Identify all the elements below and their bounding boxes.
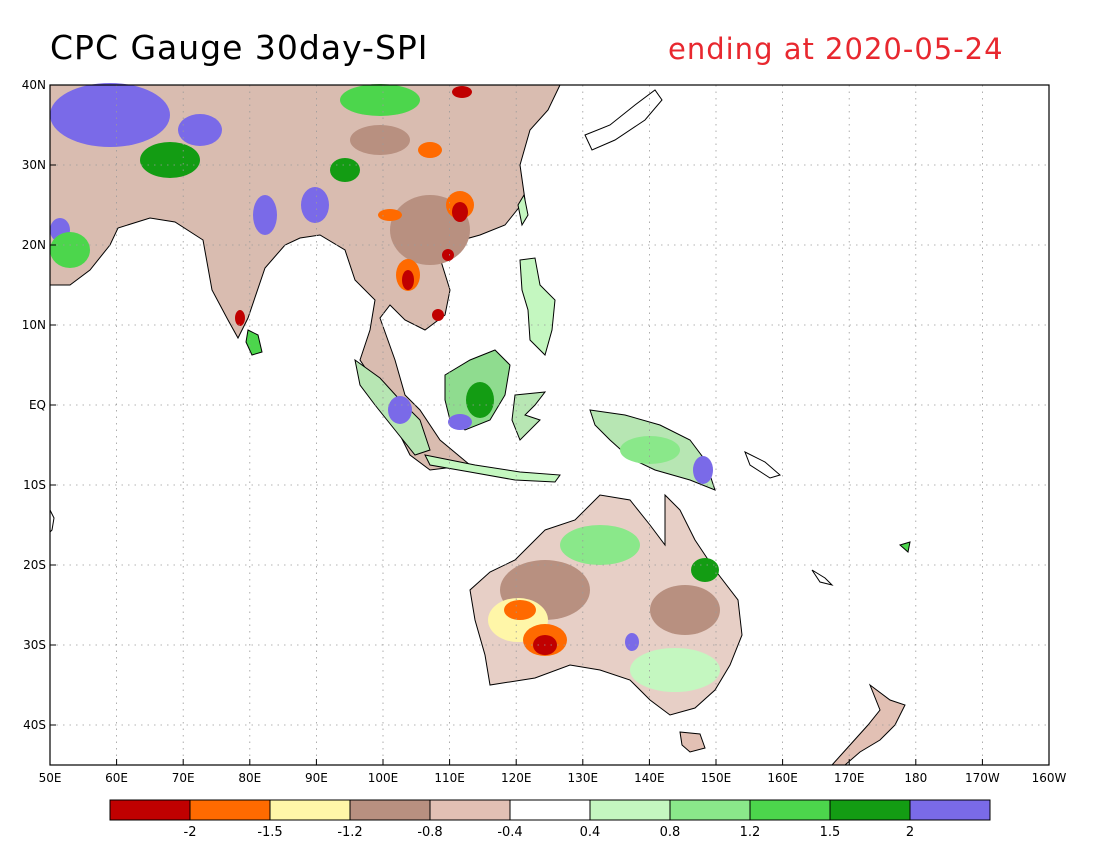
land-solomon: [744, 450, 782, 479]
longitude-tick-label: 140E: [634, 771, 665, 785]
colorbar-label: -0.8: [417, 825, 442, 840]
colorbar-swatch: [349, 799, 431, 821]
latitude-tick-label: 40S: [23, 718, 46, 732]
patch-dry: [350, 125, 410, 155]
colorbar: -2 -1.5 -1.2 -0.8 -0.4 0.4 0.8 1.2 1.5 2: [109, 799, 991, 840]
longitude-tick-label: 50E: [39, 771, 62, 785]
colorbar-label: 1.2: [740, 825, 761, 840]
patch-extreme-dry: [442, 249, 454, 261]
patch-dry: [650, 585, 720, 635]
map-frame: [49, 84, 1050, 766]
land-java: [424, 454, 561, 483]
patch-very-wet: [625, 633, 639, 651]
colorbar-swatch: [109, 799, 191, 821]
colorbar-swatch: [589, 799, 671, 821]
latitude-tick-label: 10S: [23, 478, 46, 492]
patch-extreme-dry: [235, 310, 245, 326]
patch-very-wet: [253, 195, 277, 235]
longitude-tick-label: 120E: [501, 771, 532, 785]
latitude-tick-label: EQ: [29, 398, 46, 412]
patch-very-wet: [448, 414, 472, 430]
colorbar-label: -0.4: [497, 825, 522, 840]
axis-ticks: 50E 60E 70E 80E 90E 100E 110E 120E 130E 140E 150E 1…: [22, 78, 1067, 785]
patch-very-wet: [178, 114, 222, 146]
patch-wet: [340, 84, 420, 116]
longitude-tick-label: 100E: [368, 771, 399, 785]
land-tasmania: [679, 731, 706, 753]
colorbar-swatch: [189, 799, 271, 821]
colorbar-swatch: [749, 799, 831, 821]
latitude-tick-label: 10N: [22, 318, 46, 332]
land-layer: [49, 84, 911, 766]
patch-wet: [330, 158, 360, 182]
patch-extreme-dry: [452, 202, 468, 222]
patch-very-dry: [378, 209, 402, 221]
longitude-tick-label: 170W: [965, 771, 1000, 785]
patch-very-wet: [693, 456, 713, 484]
patch-very-wet: [301, 187, 329, 223]
patch-extreme-dry: [432, 309, 444, 321]
colorbar-label: 0.4: [580, 825, 601, 840]
colorbar-swatch: [509, 799, 591, 821]
latitude-tick-label: 40N: [22, 78, 46, 92]
longitude-tick-label: 110E: [434, 771, 465, 785]
longitude-tick-label: 90E: [305, 771, 328, 785]
patch-very-wet: [50, 83, 170, 147]
longitude-tick-label: 60E: [105, 771, 128, 785]
longitude-tick-label: 160E: [767, 771, 798, 785]
latitude-tick-label: 30N: [22, 158, 46, 172]
patch-very-dry: [418, 142, 442, 158]
colorbar-label: 1.5: [820, 825, 841, 840]
latitude-tick-label: 20S: [23, 558, 46, 572]
colorbar-swatch: [909, 799, 991, 821]
colorbar-label: 2: [906, 825, 914, 840]
colorbar-label: 0.8: [660, 825, 681, 840]
patch-extreme-dry: [452, 86, 472, 98]
patch-very-dry: [504, 600, 536, 620]
land-philippines: [519, 257, 556, 356]
colorbar-label: -1.2: [337, 825, 362, 840]
graticule: [50, 85, 1049, 765]
longitude-tick-label: 150E: [701, 771, 732, 785]
spi-anomaly-patches: [50, 83, 720, 692]
land-new-caledonia: [811, 569, 834, 586]
patch-wet: [620, 436, 680, 464]
longitude-tick-label: 70E: [172, 771, 195, 785]
longitude-tick-label: 180: [904, 771, 927, 785]
colorbar-label: -2: [184, 825, 197, 840]
latitude-tick-label: 30S: [23, 638, 46, 652]
colorbar-swatch: [829, 799, 911, 821]
patch-wet: [691, 558, 719, 582]
land-sulawesi: [511, 391, 547, 441]
map-title: CPC Gauge 30day-SPI: [50, 28, 429, 67]
longitude-tick-label: 160W: [1032, 771, 1067, 785]
patch-wet: [630, 648, 720, 692]
longitude-tick-label: 170E: [834, 771, 865, 785]
land-japan: [584, 89, 663, 151]
colorbar-label: -1.5: [257, 825, 282, 840]
patch-wet: [466, 382, 494, 418]
longitude-tick-label: 80E: [238, 771, 261, 785]
longitude-tick-label: 130E: [568, 771, 599, 785]
patch-wet: [560, 525, 640, 565]
colorbar-swatch: [669, 799, 751, 821]
patch-very-wet: [388, 396, 412, 424]
land-fiji: [898, 541, 911, 553]
latitude-tick-label: 20N: [22, 238, 46, 252]
patch-wet: [140, 142, 200, 178]
patch-wet: [50, 232, 90, 268]
land-taiwan: [517, 193, 529, 227]
land-new-zealand: [830, 683, 906, 766]
land-sri-lanka: [245, 329, 263, 356]
patch-extreme-dry: [402, 270, 414, 290]
colorbar-swatch: [269, 799, 351, 821]
map-subtitle-date: ending at 2020-05-24: [668, 32, 1004, 66]
colorbar-swatch: [429, 799, 511, 821]
